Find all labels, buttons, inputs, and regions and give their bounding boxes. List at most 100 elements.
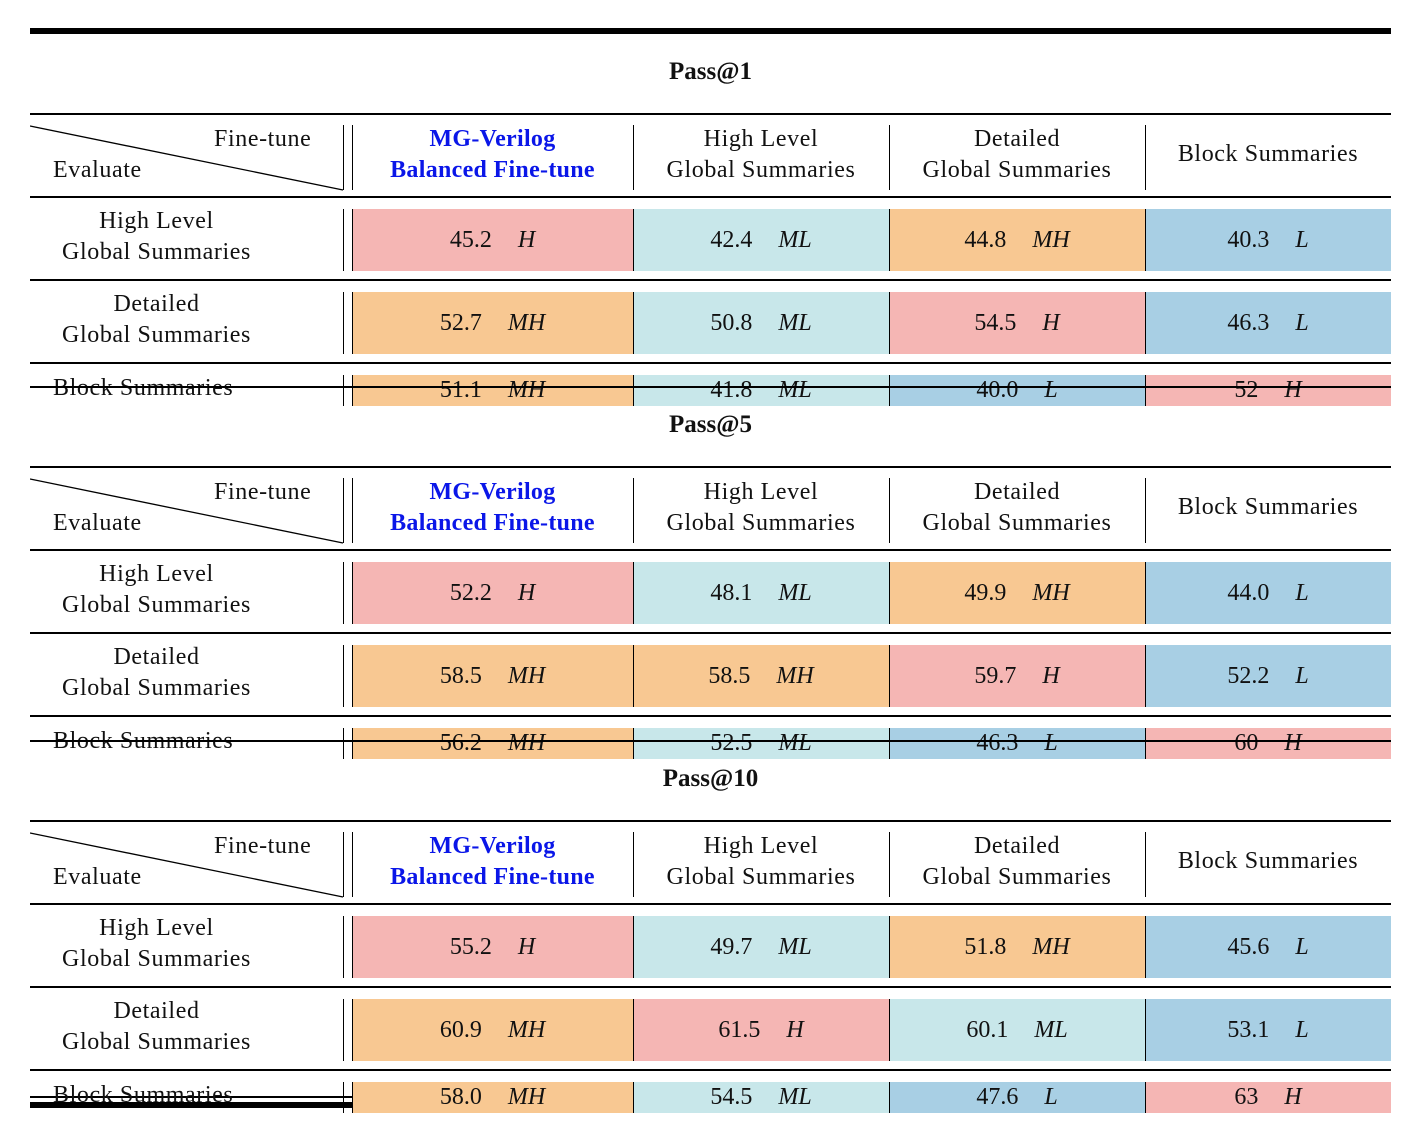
column-header-line1: Block Summaries	[1177, 141, 1359, 167]
column-separator	[633, 209, 634, 271]
row-separator	[30, 715, 1391, 717]
column-header-line1: High Level	[703, 833, 819, 859]
row-separator	[30, 1069, 1391, 1071]
score-level: H	[1042, 309, 1060, 336]
score-value: 46.3	[976, 730, 1019, 756]
score-cell: 61.5 H	[633, 999, 889, 1061]
double-separator	[352, 832, 353, 897]
column-header: High Level Global Summaries	[633, 124, 889, 186]
top-rule	[30, 28, 1391, 34]
corner-diagonal	[30, 478, 344, 544]
score-cell: 56.2 MH	[352, 728, 633, 759]
score-value: 58.5	[708, 662, 751, 689]
double-separator	[343, 1082, 344, 1113]
column-separator	[633, 478, 634, 543]
column-separator	[633, 1082, 634, 1113]
row-label-line1: High Level	[99, 208, 214, 234]
score-cell: 40.0 L	[889, 375, 1145, 406]
column-header-line2: Global Summaries	[922, 864, 1112, 890]
column-separator	[1145, 728, 1146, 759]
row-label: High Level Global Summaries	[53, 559, 260, 621]
score-value: 41.8	[710, 377, 753, 403]
column-header-line1: Block Summaries	[1177, 848, 1359, 874]
row-label-line2: Global Summaries	[62, 592, 251, 618]
score-cell: 54.5 ML	[633, 1082, 889, 1113]
score-value: 42.4	[710, 226, 753, 253]
column-header-line2: Global Summaries	[666, 157, 856, 183]
score-cell: 52.2 H	[352, 562, 633, 624]
score-level: MH	[1032, 579, 1070, 606]
double-separator	[343, 728, 344, 759]
column-header-line1: High Level	[703, 479, 819, 505]
column-header-line1: Block Summaries	[1177, 494, 1359, 520]
row-label: Detailed Global Summaries	[53, 642, 260, 704]
header-top-line	[30, 113, 1391, 115]
score-level: ML	[778, 309, 812, 336]
score-level: L	[1295, 309, 1309, 336]
score-cell: 42.4 ML	[633, 209, 889, 271]
column-header-line2: Global Summaries	[666, 864, 856, 890]
column-header: MG-Verilog Balanced Fine-tune	[352, 831, 633, 893]
column-separator	[633, 999, 634, 1061]
score-level: H	[1284, 377, 1302, 403]
score-level: MH	[507, 1084, 546, 1110]
score-level: MH	[507, 1016, 546, 1043]
score-level: ML	[1034, 1016, 1068, 1043]
score-cell: 48.1 ML	[633, 562, 889, 624]
score-level: L	[1295, 662, 1309, 689]
score-value: 63	[1234, 1084, 1259, 1110]
score-value: 45.2	[449, 226, 492, 253]
column-separator	[1145, 375, 1146, 406]
score-level: H	[1284, 1084, 1302, 1110]
double-separator	[352, 999, 353, 1061]
column-header: Block Summaries	[1145, 139, 1391, 170]
score-value: 60.9	[439, 1016, 482, 1043]
score-level: L	[1044, 730, 1058, 756]
score-value: 52	[1234, 377, 1259, 403]
double-separator	[352, 562, 353, 624]
score-value: 52.5	[710, 730, 753, 756]
score-cell: 54.5 H	[889, 292, 1145, 354]
corner-evaluate-label: Evaluate	[53, 157, 142, 183]
corner-finetune-label: Fine-tune	[214, 126, 312, 152]
score-value: 40.3	[1227, 226, 1270, 253]
score-value: 60.1	[966, 1016, 1009, 1043]
score-cell: 59.7 H	[889, 645, 1145, 707]
column-header-line1: Detailed	[973, 479, 1061, 505]
column-separator	[1145, 1082, 1146, 1113]
section-title: Pass@5	[669, 411, 752, 438]
score-level: L	[1295, 933, 1309, 960]
column-separator	[1145, 999, 1146, 1061]
column-separator	[1145, 562, 1146, 624]
row-label-line2: Global Summaries	[62, 675, 251, 701]
corner-diagonal	[30, 125, 344, 191]
score-value: 59.7	[974, 662, 1017, 689]
score-level: ML	[778, 1084, 812, 1110]
row-label: Block Summaries	[53, 1080, 233, 1111]
score-value: 51.8	[964, 933, 1007, 960]
score-cell: 45.6 L	[1145, 916, 1391, 978]
column-separator	[889, 645, 890, 707]
column-header: Detailed Global Summaries	[889, 477, 1145, 539]
column-header: High Level Global Summaries	[633, 831, 889, 893]
score-cell: 49.7 ML	[633, 916, 889, 978]
row-label-line1: High Level	[99, 561, 214, 587]
score-cell: 58.5 MH	[633, 645, 889, 707]
score-level: ML	[778, 377, 812, 403]
column-header-line1: High Level	[703, 126, 819, 152]
column-header-line1: Detailed	[973, 126, 1061, 152]
score-cell: 49.9 MH	[889, 562, 1145, 624]
row-label: Detailed Global Summaries	[53, 289, 260, 351]
column-header-line2: Global Summaries	[922, 510, 1112, 536]
column-header: High Level Global Summaries	[633, 477, 889, 539]
score-level: MH	[776, 662, 814, 689]
corner-finetune-label: Fine-tune	[214, 479, 312, 505]
column-header: MG-Verilog Balanced Fine-tune	[352, 477, 633, 539]
score-value: 49.7	[710, 933, 753, 960]
score-value: 47.6	[976, 1084, 1019, 1110]
score-level: ML	[778, 730, 812, 756]
double-separator	[352, 125, 353, 190]
double-separator	[343, 916, 344, 978]
double-separator	[352, 375, 353, 406]
score-cell: 52.2 L	[1145, 645, 1391, 707]
